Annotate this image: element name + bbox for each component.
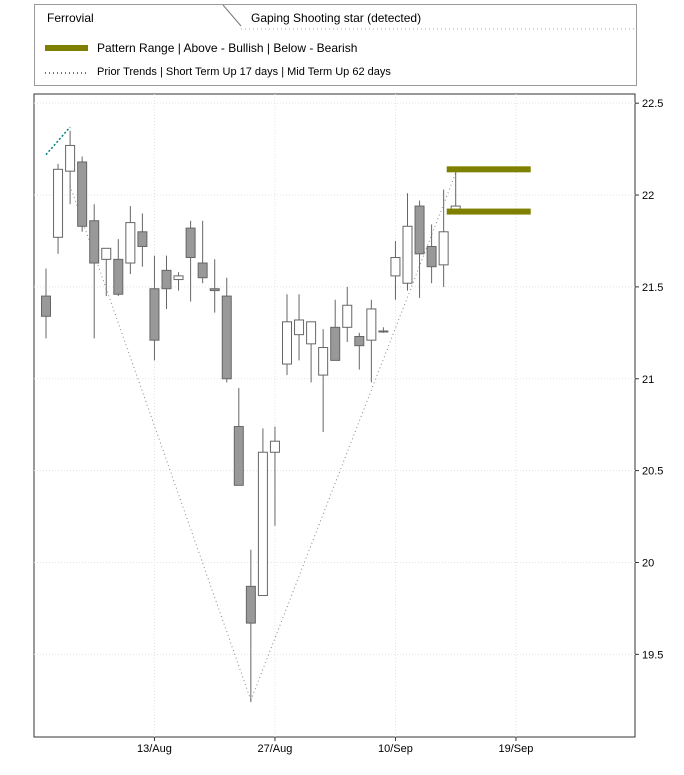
- chart-legend: Ferrovial Gaping Shooting star (detected…: [34, 4, 637, 86]
- candle: [318, 329, 329, 433]
- candle-body-bullish: [318, 347, 329, 376]
- candle: [53, 163, 64, 254]
- candle: [209, 259, 220, 313]
- candle: [161, 255, 172, 309]
- x-tick-label: 13/Aug: [137, 743, 172, 755]
- pattern-name: Gaping Shooting star (detected): [251, 11, 422, 25]
- candle: [269, 426, 280, 526]
- candle: [342, 286, 353, 343]
- candle: [282, 294, 292, 376]
- pattern-range-upper: [446, 166, 531, 173]
- prior-trend-line: [69, 185, 252, 701]
- candle: [149, 255, 160, 361]
- candle: [402, 193, 413, 291]
- candle-body-bullish: [173, 275, 184, 281]
- candle-body-bearish: [221, 295, 232, 380]
- candle-body-bullish: [306, 321, 317, 345]
- candle: [125, 206, 136, 275]
- candle-body-bullish: [438, 231, 449, 266]
- symbol-label: Ferrovial: [47, 11, 94, 25]
- candle: [89, 204, 100, 339]
- y-tick-label: 21: [642, 374, 654, 386]
- candle: [366, 299, 377, 383]
- y-tick-label: 19.5: [642, 649, 663, 661]
- candle: [101, 247, 112, 297]
- candle: [77, 156, 88, 232]
- y-axis: 19.5 20 20.5 21 21.5 22 22.5: [635, 98, 663, 661]
- candle-body-bearish: [161, 269, 172, 290]
- legend-graphics: [45, 5, 635, 74]
- candle: [257, 428, 268, 597]
- candle-body-bullish: [390, 257, 401, 277]
- candle-body-bullish: [65, 144, 76, 172]
- candle-body-bearish: [426, 245, 437, 268]
- candle-body-bullish: [257, 451, 268, 597]
- x-tick-label: 19/Sep: [499, 743, 534, 755]
- candle: [233, 387, 244, 486]
- grid: [34, 94, 635, 737]
- prior-trend-lines: [45, 126, 457, 701]
- candle: [65, 130, 76, 205]
- candle: [438, 189, 449, 287]
- candle: [137, 213, 148, 267]
- candle: [330, 299, 341, 361]
- y-tick-label: 20.5: [642, 466, 663, 478]
- candle: [294, 294, 305, 361]
- candle-body-bullish: [282, 321, 292, 365]
- candle-body-bearish: [89, 220, 100, 264]
- candle-body-bullish: [378, 330, 389, 333]
- candle-body-bearish: [197, 262, 208, 279]
- candle-body-bullish: [402, 225, 413, 284]
- candle-body-bearish: [185, 227, 196, 259]
- legend-separator: [222, 5, 242, 27]
- candle-body-bearish: [233, 426, 244, 486]
- candle-body-bearish: [414, 205, 425, 255]
- candle-body-bearish: [354, 336, 365, 347]
- candle-body-bearish: [77, 161, 88, 227]
- y-tick-label: 22: [642, 190, 654, 202]
- candle: [426, 224, 437, 284]
- prior-trend-label: Prior Trends | Short Term Up 17 days | M…: [97, 66, 391, 78]
- candle: [197, 220, 208, 284]
- pattern-range-swatch: [45, 45, 88, 51]
- candle-body-bearish: [41, 295, 51, 317]
- x-tick-label: 10/Sep: [378, 743, 413, 755]
- candle: [378, 327, 389, 333]
- candle-body-bullish: [101, 247, 112, 260]
- pattern-range-lower: [446, 208, 531, 215]
- candle-body-bullish: [125, 222, 136, 264]
- plot-area: [33, 93, 636, 738]
- x-tick-label: 27/Aug: [258, 743, 293, 755]
- candle: [185, 220, 196, 302]
- candle-body-bearish: [149, 288, 160, 341]
- candle: [354, 332, 365, 370]
- candle-body-bearish: [245, 585, 256, 624]
- candle: [245, 549, 256, 703]
- y-tick-label: 21.5: [642, 282, 663, 294]
- candle: [221, 277, 232, 383]
- candle: [306, 321, 317, 383]
- candle: [390, 240, 401, 300]
- candle-body-bullish: [342, 304, 353, 328]
- candle: [41, 268, 51, 339]
- candle-body-bearish: [137, 231, 148, 247]
- candle: [173, 272, 184, 291]
- candle-body-bullish: [294, 319, 305, 336]
- pattern-range: [446, 166, 531, 215]
- y-tick-label: 20: [642, 557, 654, 569]
- candle-body-bearish: [330, 326, 341, 361]
- y-tick-label: 22.5: [642, 98, 663, 110]
- candle-body-bearish: [113, 258, 124, 295]
- candles: [41, 130, 461, 703]
- pattern-range-label: Pattern Range | Above - Bullish | Below …: [97, 41, 358, 55]
- candle: [414, 200, 425, 298]
- candle: [113, 239, 124, 297]
- candle-body-bullish: [366, 308, 377, 341]
- candle-body-bullish: [269, 440, 280, 453]
- candle-body-bearish: [209, 288, 220, 292]
- candle-body-bullish: [53, 168, 64, 238]
- x-axis: 13/Aug 27/Aug 10/Sep 19/Sep: [137, 737, 533, 755]
